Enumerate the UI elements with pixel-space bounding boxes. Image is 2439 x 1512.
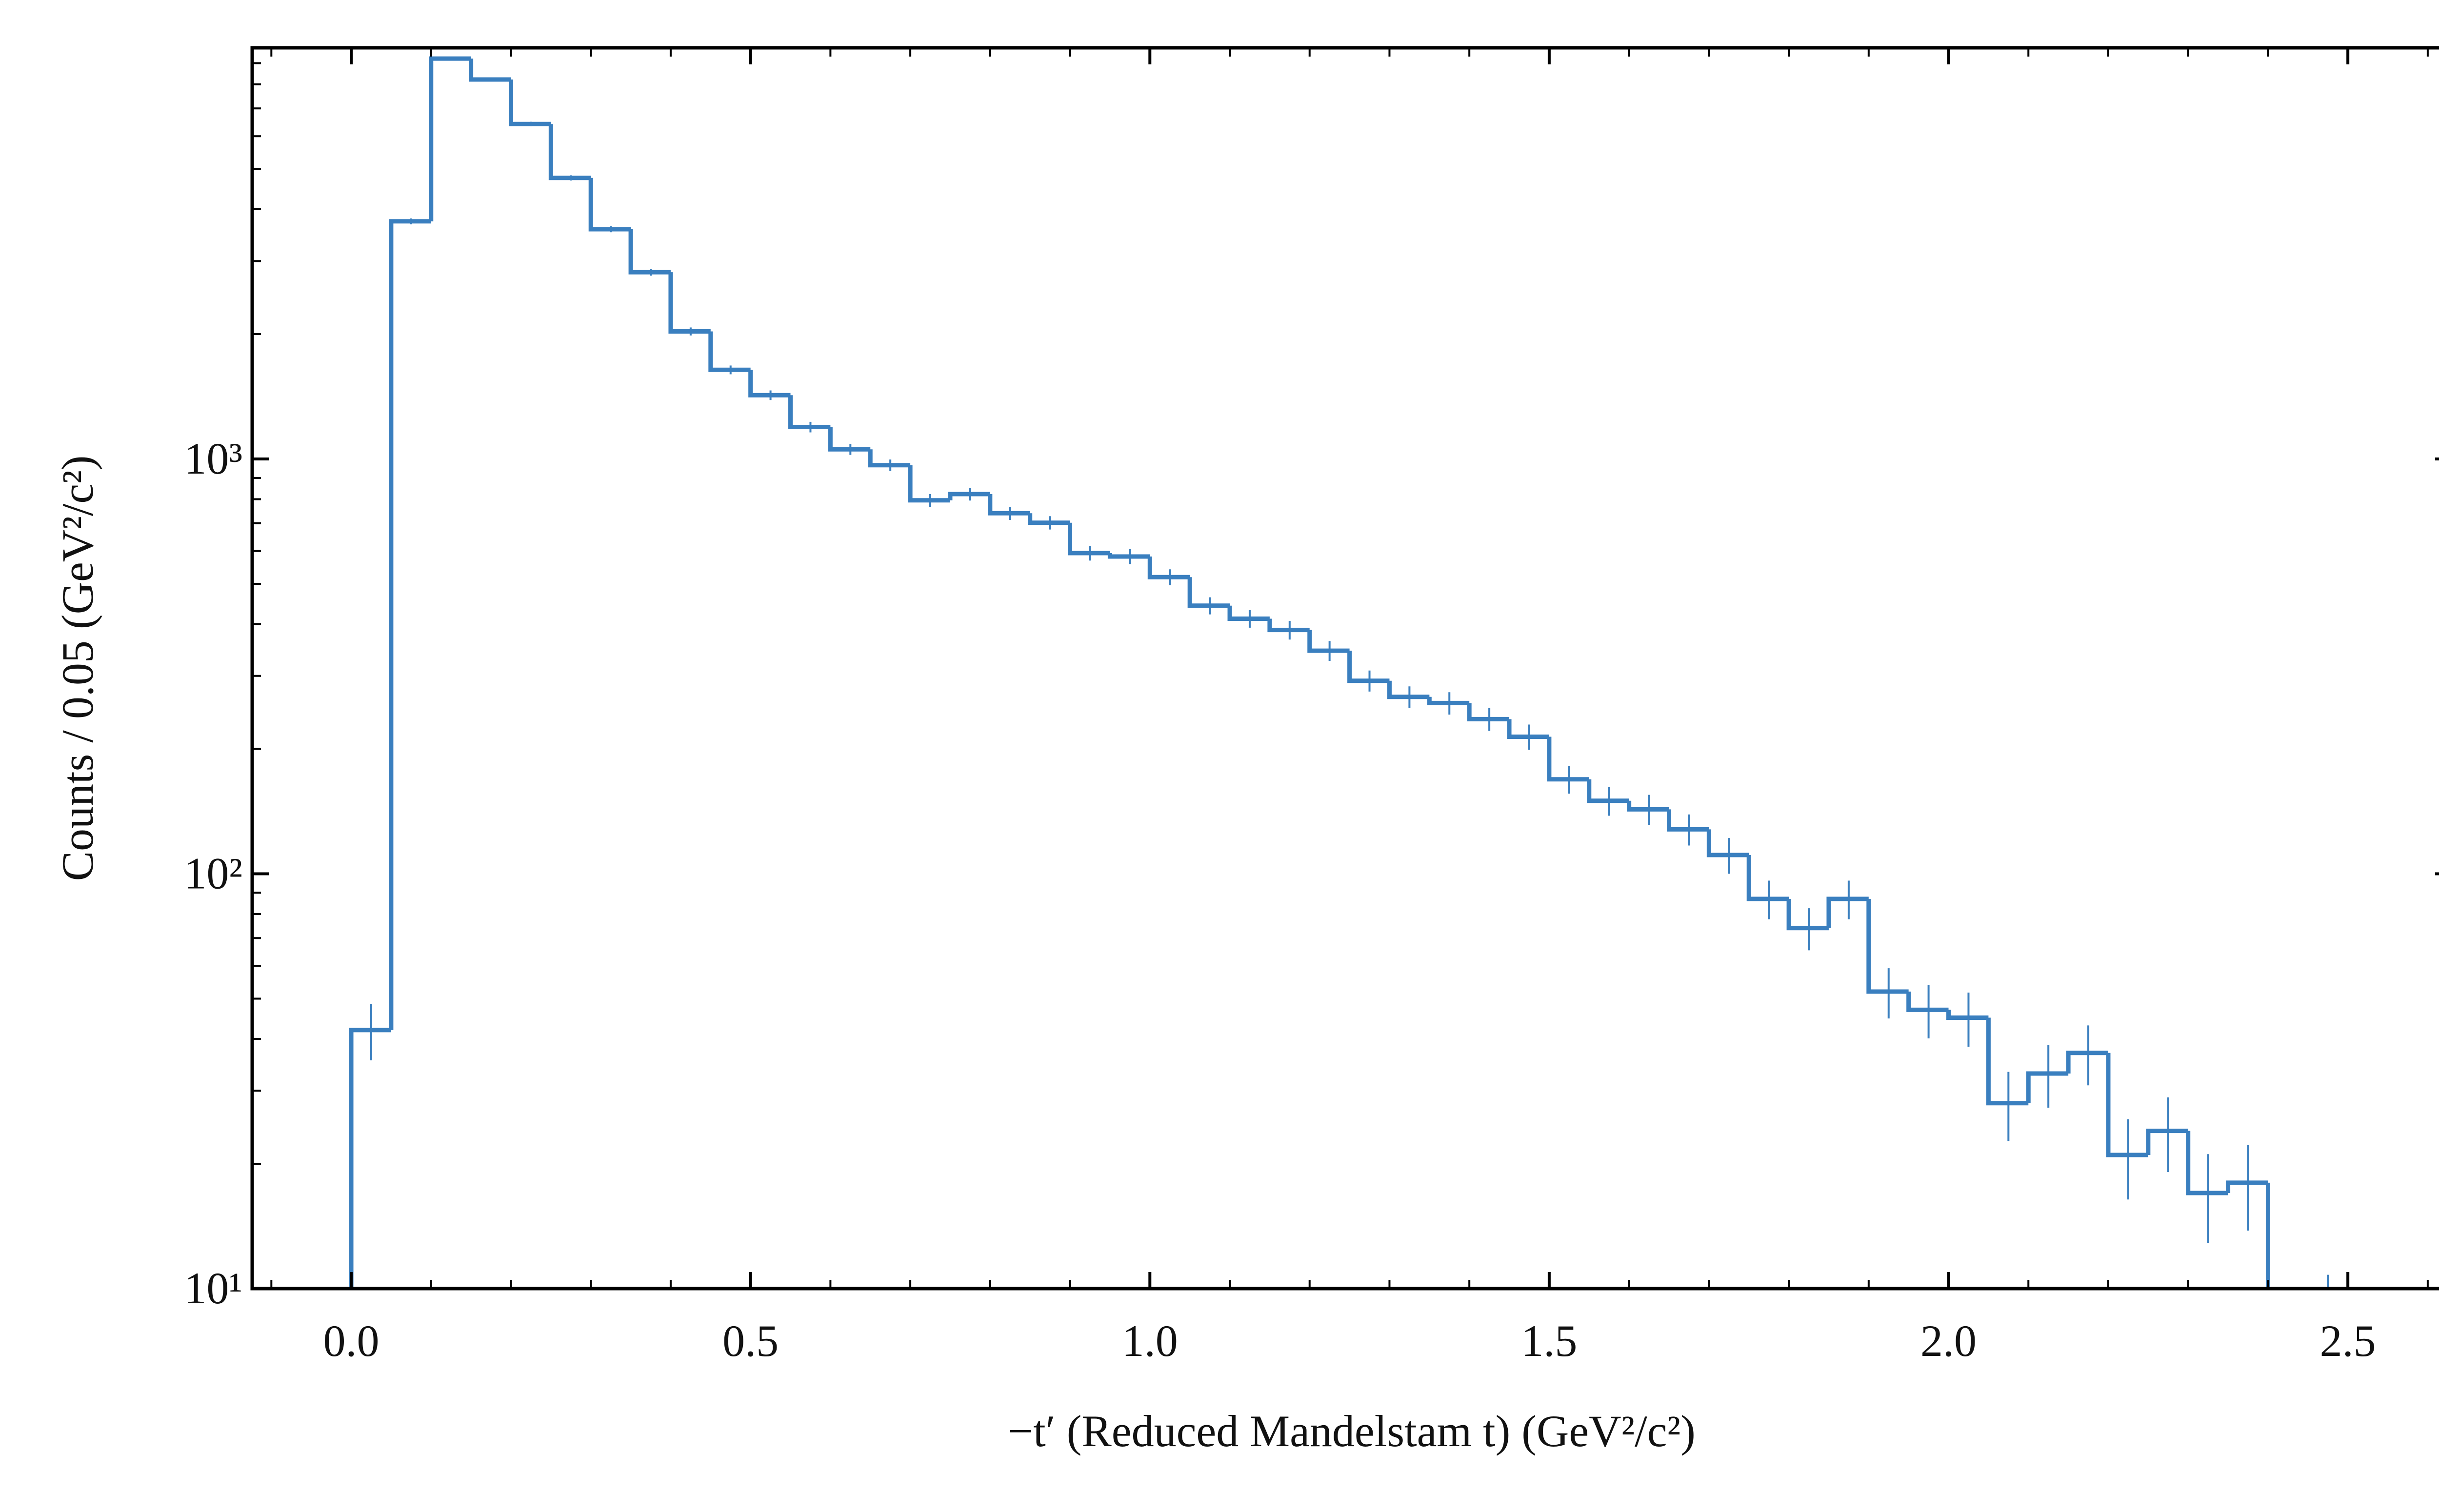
histogram-bin xyxy=(1187,577,1230,608)
histogram-bin xyxy=(1627,800,1669,812)
x-tick-label: 0.0 xyxy=(323,1316,380,1366)
histogram-bin xyxy=(1387,680,1430,699)
histogram-bin xyxy=(1986,1017,2029,1106)
frame xyxy=(250,46,2439,1291)
y-tick-label: 10² xyxy=(184,849,242,898)
histogram-bin xyxy=(1906,992,1949,1012)
histogram-bin xyxy=(1507,719,1549,739)
histogram-bin xyxy=(1068,522,1110,556)
histogram-bin xyxy=(1746,855,1789,901)
x-tick-label: 2.5 xyxy=(2320,1316,2376,1366)
histogram-bin xyxy=(988,494,1030,516)
histogram-bin xyxy=(668,272,711,334)
histogram-bin xyxy=(349,1028,391,1289)
histogram-bin xyxy=(788,395,831,430)
plot-area xyxy=(349,56,2329,1289)
histogram-bin xyxy=(1587,779,1629,803)
histogram-bin xyxy=(1866,898,1909,994)
histogram-bin xyxy=(2146,1129,2188,1155)
histogram-bin xyxy=(1666,809,1709,832)
histogram-bin xyxy=(1427,696,1470,705)
histogram-bin xyxy=(2066,1051,2108,1074)
histogram-bin xyxy=(908,465,950,503)
histogram-bin xyxy=(588,178,631,232)
histogram-bin xyxy=(508,79,551,126)
x-tick-label: 2.0 xyxy=(1920,1316,1977,1366)
histogram-bin xyxy=(1786,898,1829,931)
histogram-bin xyxy=(1347,651,1390,683)
histogram-bin xyxy=(429,56,471,221)
histogram-bin xyxy=(1706,829,1749,857)
histogram-bin xyxy=(1547,736,1589,782)
histogram-bin xyxy=(2226,1180,2268,1194)
histogram-bin xyxy=(548,124,591,180)
histogram-bin xyxy=(1227,605,1270,621)
histogram-bin xyxy=(1028,513,1070,525)
histogram-bin xyxy=(948,492,990,500)
histogram-bin xyxy=(1147,556,1190,579)
x-axis-label: −t′ (Reduced Mandelstam t) (GeV²/c²) xyxy=(1008,1406,1696,1456)
x-tick-label: 1.0 xyxy=(1122,1316,1178,1366)
histogram-bin xyxy=(2186,1131,2228,1195)
histogram-bin xyxy=(1107,553,1150,559)
x-tick-label: 0.5 xyxy=(722,1316,779,1366)
histogram-bin xyxy=(2106,1053,2148,1157)
histogram-bin xyxy=(828,427,871,452)
histogram-bin xyxy=(389,219,431,1030)
histogram-bin xyxy=(1467,703,1510,721)
histogram-bin xyxy=(708,331,751,372)
histogram-bin xyxy=(1267,618,1310,633)
histogram-bin xyxy=(1307,630,1350,653)
histogram-bin xyxy=(2026,1071,2069,1103)
histogram-bin xyxy=(748,370,791,398)
histogram-bin xyxy=(2265,1182,2270,1289)
y-axis-label: Counts / 0.05 (GeV²/c²) xyxy=(53,456,102,881)
y-tick-label: 10³ xyxy=(184,434,242,483)
histogram-bin xyxy=(628,229,671,275)
x-tick-label: 1.5 xyxy=(1521,1316,1577,1366)
histogram-bin xyxy=(469,59,511,82)
y-tick-label: 10¹ xyxy=(184,1263,242,1313)
histogram-bin xyxy=(1826,896,1869,928)
histogram-bin xyxy=(1946,1010,1989,1020)
histogram-bin xyxy=(868,449,911,468)
